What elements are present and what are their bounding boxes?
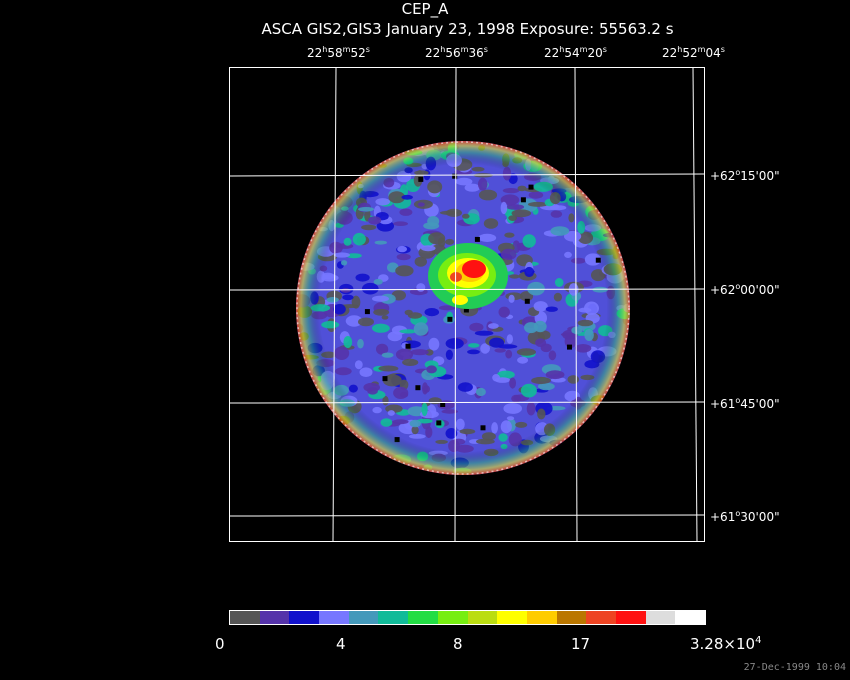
ra-tick-label: 22h56m36s — [425, 45, 488, 60]
colorbar-swatch — [586, 611, 616, 624]
colorbar-swatch — [615, 611, 646, 624]
colorbar-label: 17 — [571, 635, 591, 653]
colorbar — [229, 610, 706, 625]
colorbar-swatch — [289, 611, 320, 624]
bright-source — [428, 243, 508, 309]
colorbar-swatch — [348, 611, 379, 624]
image-title: CEP_A — [401, 0, 449, 18]
dec-tick-label: +61o30'00" — [710, 509, 780, 524]
colorbar-swatch — [675, 611, 705, 624]
dec-tick-label: +62o00'00" — [710, 282, 780, 297]
dec-tick-label: +61o45'00" — [710, 396, 780, 411]
image-subtitle: ASCA GIS2,GIS3 January 23, 1998 Exposure… — [261, 20, 674, 38]
plot-frame — [229, 67, 705, 542]
timestamp: 27-Dec-1999 10:04 — [743, 662, 846, 673]
colorbar-swatch — [319, 611, 349, 624]
colorbar-label: 0 — [215, 635, 225, 653]
colorbar-swatch — [556, 611, 587, 624]
dec-tick-label: +62o15'00" — [710, 168, 780, 183]
colorbar-label: 3.28×104 — [690, 635, 762, 653]
ra-tick-label: 22h58m52s — [307, 45, 370, 60]
colorbar-swatch — [467, 611, 498, 624]
colorbar-swatch — [497, 611, 527, 624]
ra-tick-label: 22h52m04s — [662, 45, 725, 60]
colorbar-swatch — [230, 611, 260, 624]
colorbar-swatch — [259, 611, 290, 624]
colorbar-label: 4 — [336, 635, 346, 653]
ra-tick-label: 22h54m20s — [544, 45, 607, 60]
colorbar-swatch — [437, 611, 468, 624]
colorbar-swatch — [378, 611, 409, 624]
colorbar-label: 8 — [453, 635, 463, 653]
coordinate-grid — [229, 67, 706, 542]
colorbar-swatch — [408, 611, 438, 624]
colorbar-swatch — [645, 611, 676, 624]
colorbar-swatch — [526, 611, 557, 624]
